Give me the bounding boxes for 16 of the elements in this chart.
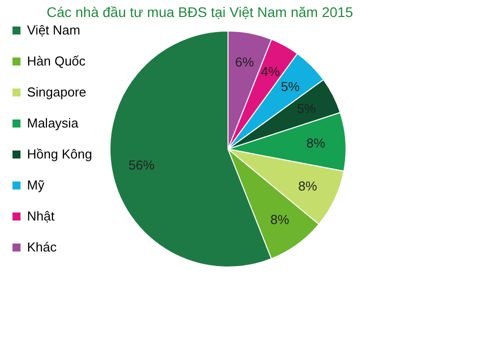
data-label: 56% <box>128 157 156 172</box>
data-label: 8% <box>306 135 326 150</box>
legend-label: Mỹ <box>27 178 45 192</box>
data-label: 8% <box>270 212 290 228</box>
legend-label: Singapore <box>27 84 86 100</box>
data-label: 4% <box>260 64 280 79</box>
chart-title: Các nhà đầu tư mua BĐS tại Việt Nam năm 2015 <box>46 4 354 20</box>
legend-label: Hồng Kông <box>27 146 92 162</box>
legend-label: Khác <box>27 240 58 254</box>
data-label: 5% <box>280 78 300 94</box>
legend-label: Việt Nam <box>27 22 80 38</box>
data-label: 8% <box>298 178 318 194</box>
legend-label: Malaysia <box>27 116 80 130</box>
legend-label: Hàn Quốc <box>27 54 86 68</box>
data-label: 6% <box>235 54 254 70</box>
legend-label: Nhật <box>27 208 55 224</box>
